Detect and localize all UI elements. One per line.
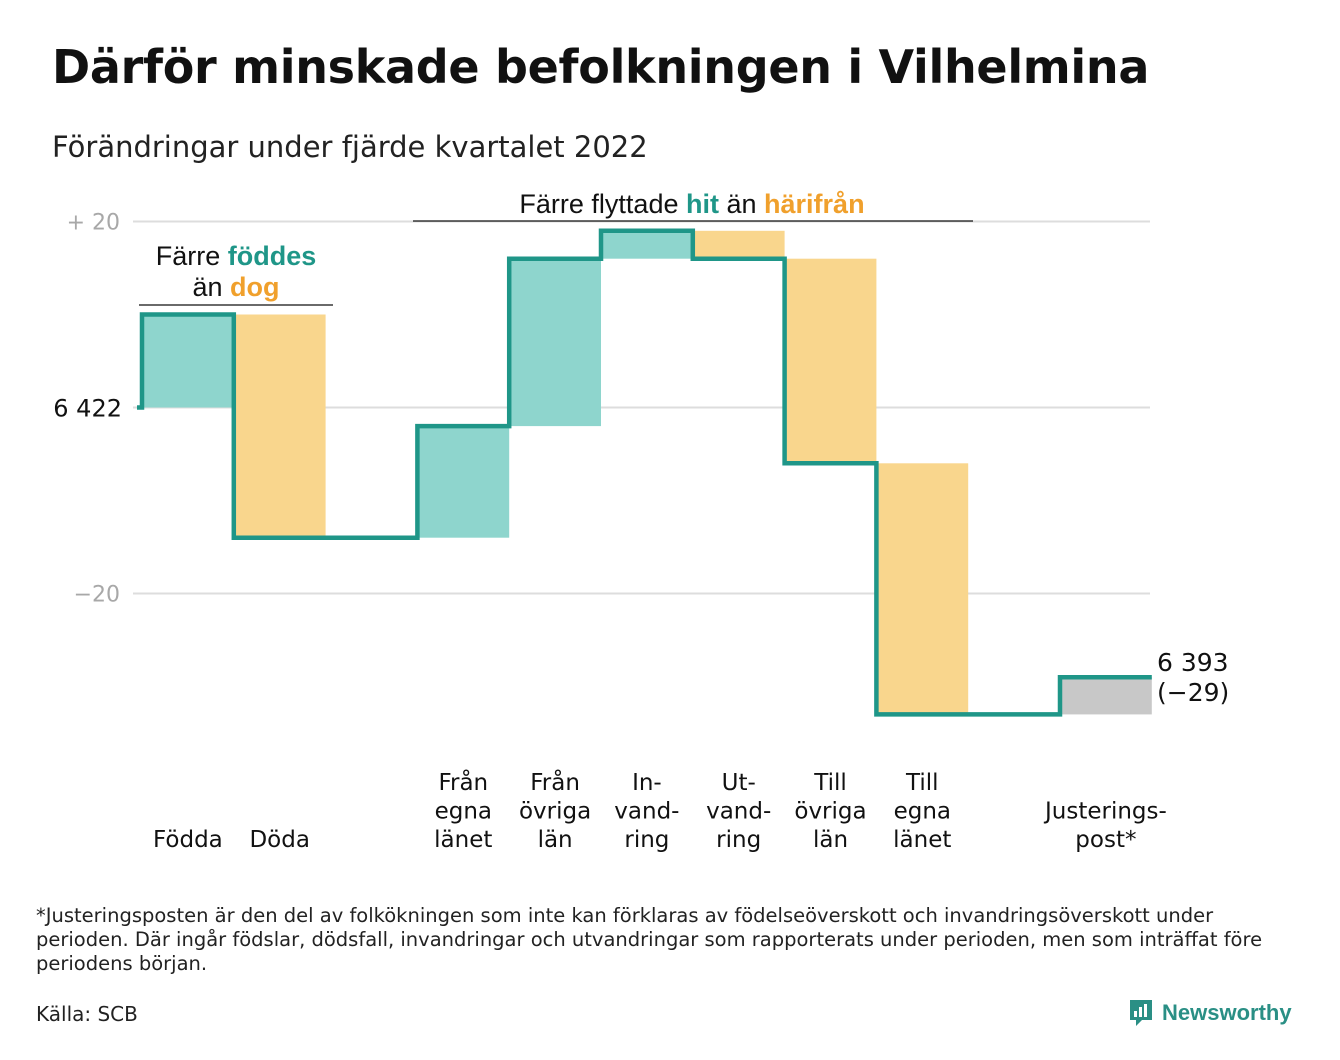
footnote: *Justeringsposten är den del av folkökni…	[36, 904, 1263, 975]
waterfall-bar	[601, 230, 693, 259]
category-label: Justerings-	[1043, 799, 1167, 825]
waterfall-bar	[509, 258, 601, 427]
category-label: länet	[434, 827, 492, 853]
brand-name: Newsworthy	[1162, 1000, 1292, 1025]
newsworthy-logo-icon	[1130, 1000, 1152, 1026]
category-label: länet	[893, 827, 951, 853]
category-label: vand-	[706, 799, 771, 825]
category-label: egna	[894, 799, 951, 825]
end-change-label: (−29)	[1157, 678, 1229, 707]
category-label: vand-	[614, 799, 679, 825]
category-label: län	[538, 827, 573, 853]
category-label: In-	[632, 770, 662, 796]
moves-annotation: Färre flyttade hit än härifrån	[519, 189, 864, 219]
category-label: Från	[438, 768, 488, 796]
category-label: Födda	[153, 827, 223, 853]
category-label: ring	[624, 827, 669, 853]
cumulative-step-line	[137, 228, 1152, 717]
brand-logo[interactable]: Newsworthy	[1128, 998, 1292, 1028]
waterfall-bar	[784, 258, 877, 464]
waterfall-bar	[1060, 677, 1152, 715]
category-label: Till	[813, 770, 847, 796]
category-label: ring	[716, 827, 761, 853]
waterfall-bar	[692, 230, 785, 259]
waterfall-bar	[233, 314, 326, 538]
category-label: Till	[905, 770, 939, 796]
category-label: Döda	[249, 827, 309, 853]
source-label: Källa: SCB	[36, 1002, 138, 1026]
y-tick-label: −20	[74, 583, 120, 608]
chart-subtitle: Förändringar under fjärde kvartalet 2022	[52, 130, 648, 164]
waterfall-bar	[876, 463, 969, 715]
waterfall-bar	[142, 314, 234, 408]
births-annotation-line2: än dog	[192, 272, 279, 302]
waterfall-bar	[417, 426, 510, 538]
category-label: Från	[530, 768, 580, 796]
chart-title: Därför minskade befolkningen i Vilhelmin…	[52, 40, 1150, 94]
y-tick-label: + 20	[67, 211, 120, 236]
births-annotation-line1: Färre föddes	[156, 241, 317, 271]
category-label: övriga	[519, 799, 591, 825]
category-label: län	[813, 827, 848, 853]
start-value-label: 6 422	[53, 395, 122, 423]
category-label: övriga	[794, 799, 866, 825]
category-label: egna	[435, 799, 492, 825]
category-label: post*	[1075, 827, 1136, 853]
end-value-label: 6 393	[1157, 648, 1229, 677]
category-label: Ut-	[722, 770, 756, 796]
